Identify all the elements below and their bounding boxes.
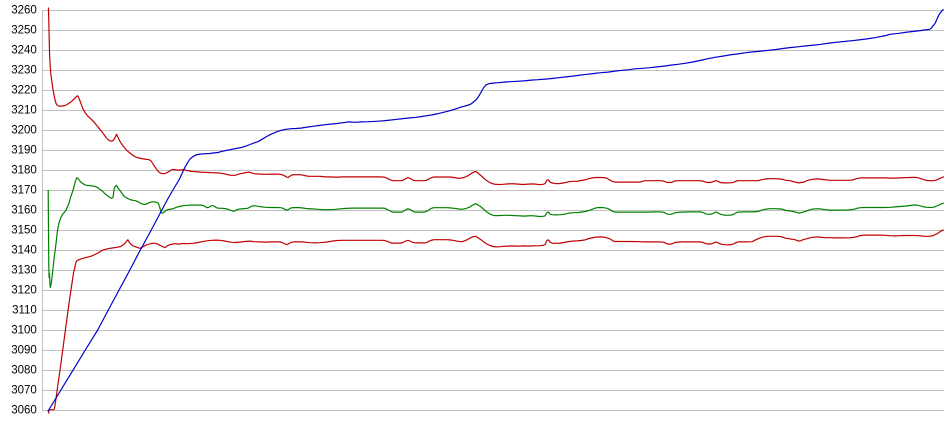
svg-text:3220: 3220: [11, 85, 37, 97]
svg-text:3230: 3230: [11, 65, 37, 77]
svg-text:3150: 3150: [11, 225, 37, 237]
svg-text:3120: 3120: [11, 285, 37, 297]
svg-text:3180: 3180: [11, 165, 37, 177]
svg-text:3170: 3170: [11, 185, 37, 197]
svg-text:3200: 3200: [11, 125, 37, 137]
svg-text:3190: 3190: [11, 145, 37, 157]
svg-text:3080: 3080: [11, 365, 37, 377]
svg-text:3110: 3110: [12, 305, 37, 317]
svg-text:3240: 3240: [11, 45, 37, 57]
svg-text:3060: 3060: [11, 405, 37, 417]
svg-text:3210: 3210: [11, 105, 37, 117]
svg-text:3260: 3260: [11, 5, 37, 17]
svg-text:3250: 3250: [11, 25, 37, 37]
svg-text:3070: 3070: [11, 385, 37, 397]
svg-text:3130: 3130: [11, 265, 37, 277]
svg-text:3140: 3140: [11, 245, 37, 257]
svg-text:3160: 3160: [11, 205, 37, 217]
svg-text:3100: 3100: [11, 325, 37, 337]
svg-text:3090: 3090: [11, 345, 37, 357]
